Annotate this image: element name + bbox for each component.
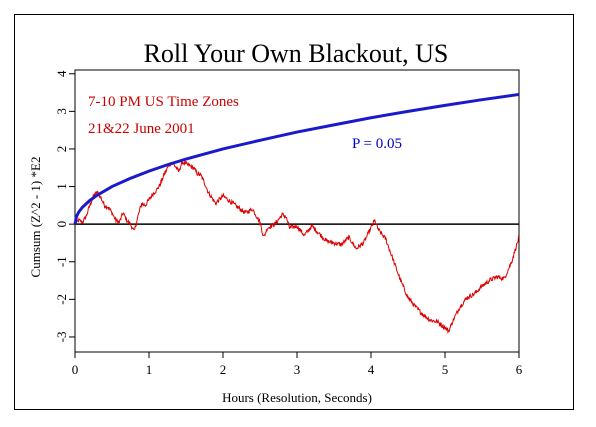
series-p-envelope <box>73 92 520 225</box>
x-tick-label: 3 <box>294 362 301 377</box>
plot-border <box>74 69 520 353</box>
y-tick-label: 1 <box>54 183 69 190</box>
plot-area: 0 1 2 3 4 5 6 -3 -2 -1 0 1 2 3 4 <box>54 69 523 377</box>
annotation-time-zones: 7-10 PM US Time Zones <box>88 94 239 110</box>
x-tick-label: 4 <box>368 362 375 377</box>
x-tick-label: 6 <box>516 362 523 377</box>
y-tick-label: 0 <box>54 221 69 228</box>
x-tick-label: 2 <box>220 362 227 377</box>
x-tick-label: 5 <box>442 362 449 377</box>
x-axis-label: Hours (Resolution, Seconds) <box>222 390 372 405</box>
y-tick-label: -2 <box>54 294 69 305</box>
series-cumulative-deviation <box>74 159 520 335</box>
y-axis-label: Cumsum (Z^2 - 1) *E2 <box>28 157 43 278</box>
y-tick-label: 3 <box>54 108 69 115</box>
y-tick-label: 4 <box>54 70 69 77</box>
y-tick-label: -3 <box>54 332 69 343</box>
x-tick-label: 1 <box>146 362 153 377</box>
annotation-dates: 21&22 June 2001 <box>88 121 195 137</box>
chart-title: Roll Your Own Blackout, US <box>144 39 449 68</box>
y-tick-label: 2 <box>54 146 69 153</box>
chart-frame <box>14 14 574 410</box>
annotation-p-value: P = 0.05 <box>352 136 402 152</box>
x-tick-label: 0 <box>72 362 79 377</box>
y-tick-label: -1 <box>54 256 69 267</box>
